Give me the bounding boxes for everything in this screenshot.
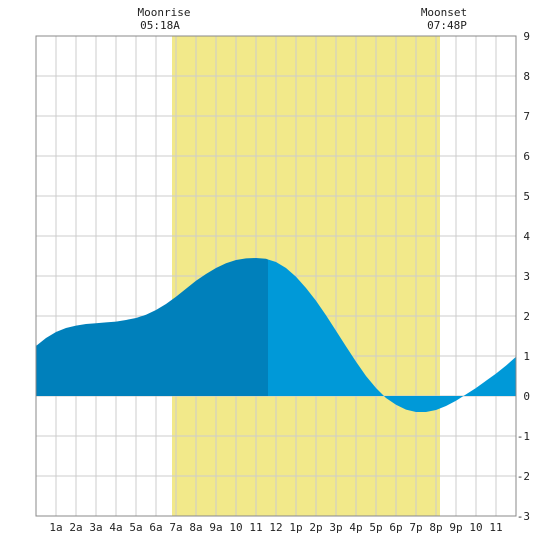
x-tick-label: 7p <box>409 521 422 534</box>
y-tick-label: 7 <box>523 110 530 123</box>
moonrise-label: Moonrise <box>138 6 191 19</box>
tide-area-after-peak <box>268 259 516 412</box>
y-tick-label: 0 <box>523 390 530 403</box>
y-tick-label: 9 <box>523 30 530 43</box>
x-tick-label: 5a <box>129 521 142 534</box>
x-tick-label: 1p <box>289 521 302 534</box>
x-tick-label: 1a <box>49 521 62 534</box>
x-tick-label: 9a <box>209 521 222 534</box>
y-tick-label: 2 <box>523 310 530 323</box>
x-tick-label: 6a <box>149 521 162 534</box>
x-tick-label: 7a <box>169 521 182 534</box>
y-tick-label: 5 <box>523 190 530 203</box>
y-tick-label: 1 <box>523 350 530 363</box>
y-tick-label: -2 <box>517 470 530 483</box>
moonrise-time: 05:18A <box>140 19 180 32</box>
y-tick-label: 4 <box>523 230 530 243</box>
y-tick-label: -3 <box>517 510 530 523</box>
x-tick-label: 11 <box>249 521 262 534</box>
x-tick-label: 5p <box>369 521 382 534</box>
y-tick-label: 6 <box>523 150 530 163</box>
x-tick-label: 8p <box>429 521 442 534</box>
x-tick-label: 10 <box>469 521 482 534</box>
x-tick-label: 12 <box>269 521 282 534</box>
x-tick-label: 9p <box>449 521 462 534</box>
x-tick-label: 3p <box>329 521 342 534</box>
y-tick-label: 8 <box>523 70 530 83</box>
y-tick-label: 3 <box>523 270 530 283</box>
x-tick-label: 2a <box>69 521 82 534</box>
plot-border <box>35 35 517 517</box>
y-tick-label: -1 <box>517 430 530 443</box>
x-tick-labels: 1a 2a 3a 4a 5a 6a 7a 8a 9a 10 11 12 1p 2p 3p 4p 5p 6p 7p 8p… <box>49 521 502 534</box>
x-tick-label: 4a <box>109 521 122 534</box>
x-tick-label: 11 <box>489 521 502 534</box>
y-tick-labels: -3 -2 -1 0 1 2 3 4 5 6 7 8 9 <box>517 30 531 523</box>
x-tick-label: 3a <box>89 521 102 534</box>
x-tick-label: 10 <box>229 521 242 534</box>
tide-area-before-peak <box>36 258 268 396</box>
x-tick-label: 2p <box>309 521 322 534</box>
moonset-label: Moonset <box>421 6 467 19</box>
x-tick-label: 4p <box>349 521 362 534</box>
x-tick-label: 6p <box>389 521 402 534</box>
x-tick-label: 8a <box>189 521 202 534</box>
moonset-time: 07:48P <box>427 19 467 32</box>
